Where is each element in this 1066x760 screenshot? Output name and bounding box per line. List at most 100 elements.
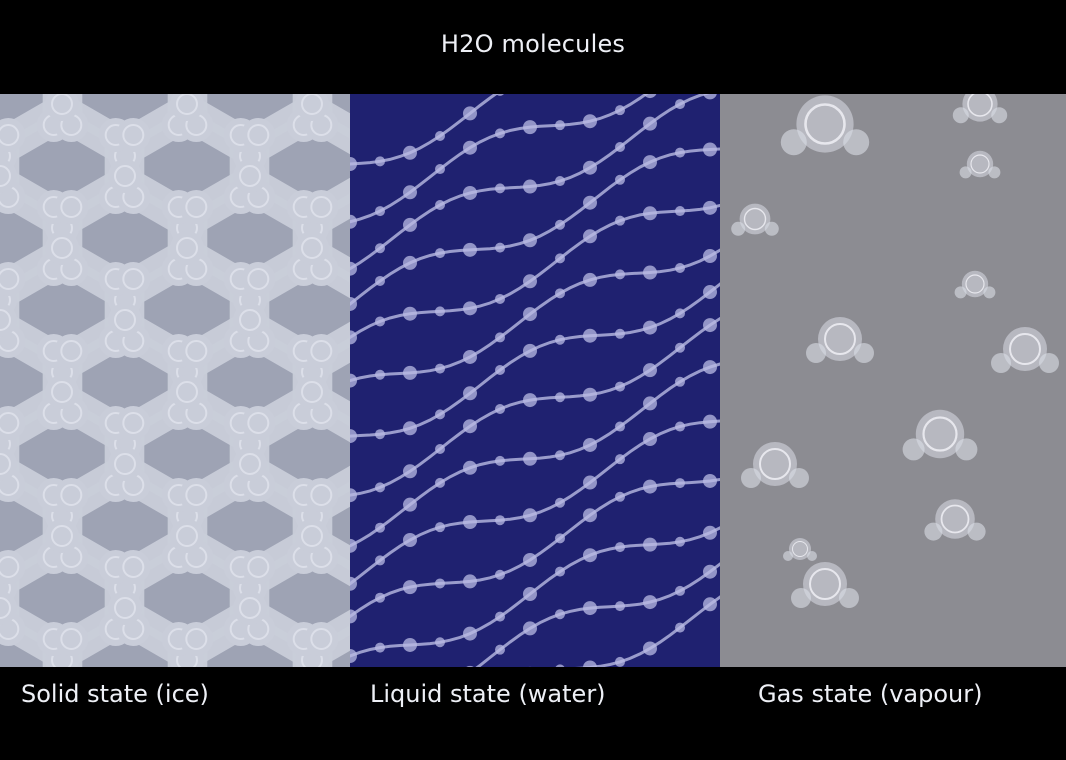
water-molecule xyxy=(615,215,625,226)
water-molecule xyxy=(435,248,445,259)
ice-atom-highlight xyxy=(0,289,11,311)
ice-lattice-illustration xyxy=(0,94,350,667)
water-molecule xyxy=(350,330,357,345)
ice-oxygen-atom xyxy=(304,622,339,656)
water-molecule xyxy=(675,308,685,319)
water-molecule xyxy=(703,564,717,579)
water-molecule xyxy=(643,155,657,170)
hydrogen-atom xyxy=(791,588,811,608)
water-molecule xyxy=(495,183,505,194)
water-molecule xyxy=(675,536,685,547)
water-molecule xyxy=(615,454,625,465)
water-molecule xyxy=(583,387,597,402)
water-molecule xyxy=(403,580,417,595)
oxygen-atom xyxy=(962,94,998,122)
water-molecule xyxy=(643,537,657,552)
water-molecule xyxy=(555,497,565,508)
ice-atom-highlight xyxy=(51,237,73,259)
ice-atom-highlight xyxy=(185,340,208,362)
water-molecule xyxy=(555,120,565,131)
water-molecule xyxy=(403,532,417,547)
water-molecule xyxy=(463,419,477,434)
water-molecule xyxy=(583,272,597,287)
ice-oxygen-atom xyxy=(108,591,142,625)
water-molecule xyxy=(435,522,445,533)
water-molecule xyxy=(615,105,625,116)
ice-oxygen-atom xyxy=(348,560,350,574)
water-molecule xyxy=(583,475,597,490)
ice-atom-highlight xyxy=(114,597,136,619)
oxygen-highlight xyxy=(824,323,856,355)
hydrogen-atom xyxy=(783,551,793,561)
ice-oxygen-atom xyxy=(179,478,214,512)
water-molecule xyxy=(583,229,597,244)
water-molecule xyxy=(675,342,685,353)
ice-atom-highlight xyxy=(301,381,323,403)
water-molecule xyxy=(583,508,597,523)
water-molecule xyxy=(555,253,565,264)
water-molecule xyxy=(675,622,685,633)
vapour-molecule xyxy=(991,327,1059,373)
ice-atom-highlight xyxy=(310,484,333,506)
ice-atom-highlight xyxy=(51,381,73,403)
ice-atom-highlight xyxy=(239,165,261,187)
water-molecule xyxy=(523,586,537,601)
water-molecule xyxy=(403,365,417,380)
oxygen-highlight xyxy=(743,207,767,231)
water-molecule xyxy=(375,243,385,254)
water-molecule xyxy=(675,478,685,489)
water-chain xyxy=(574,595,720,667)
ice-atom-highlight xyxy=(239,309,261,331)
water-molecule xyxy=(350,373,357,388)
ice-oxygen-atom xyxy=(108,159,142,193)
oxygen-highlight xyxy=(965,274,985,294)
vapour-molecule xyxy=(731,203,779,236)
water-molecule xyxy=(675,376,685,387)
ice-oxygen-atom xyxy=(348,622,350,636)
ice-atom-highlight xyxy=(0,577,11,599)
vapour-molecule xyxy=(952,94,1008,124)
vapour-molecule xyxy=(959,150,1001,179)
water-molecule xyxy=(463,349,477,364)
ice-oxygen-atom xyxy=(170,231,204,265)
water-molecule xyxy=(523,393,537,408)
water-molecule xyxy=(615,656,625,667)
water-molecule xyxy=(435,443,445,454)
water-molecule xyxy=(523,552,537,567)
vapour-molecule xyxy=(791,562,859,608)
hydrogen-atom xyxy=(789,468,809,488)
vapour-molecules-illustration xyxy=(720,94,1066,667)
water-molecule xyxy=(703,597,717,612)
ice-oxygen-atom xyxy=(45,375,79,409)
ice-oxygen-atom xyxy=(179,622,214,656)
water-molecule xyxy=(375,482,385,493)
water-molecule xyxy=(583,114,597,129)
water-molecule xyxy=(375,156,385,167)
ice-oxygen-atom xyxy=(241,406,276,440)
ice-oxygen-atom xyxy=(0,118,26,152)
vapour-molecule xyxy=(806,317,874,363)
hydrogen-atom xyxy=(780,129,807,156)
oxygen-highlight xyxy=(804,103,846,145)
water-molecule xyxy=(643,363,657,378)
water-molecule xyxy=(375,206,385,217)
ice-atom-highlight xyxy=(0,124,20,146)
water-molecule xyxy=(703,285,717,300)
water-molecule xyxy=(495,569,505,580)
water-molecule xyxy=(555,219,565,230)
ice-atom-highlight xyxy=(60,340,83,362)
water-molecule xyxy=(403,145,417,160)
water-molecule xyxy=(523,274,537,289)
ice-atom-highlight xyxy=(301,237,323,259)
water-molecule xyxy=(703,473,717,488)
hydrogen-atom xyxy=(843,129,870,156)
water-molecule xyxy=(495,332,505,343)
water-molecule xyxy=(615,601,625,612)
water-molecule xyxy=(435,164,445,175)
water-molecule xyxy=(375,555,385,566)
water-molecule xyxy=(643,641,657,656)
vapour-molecules xyxy=(731,94,1059,608)
ice-oxygen-atom xyxy=(241,262,276,296)
water-molecule xyxy=(555,450,565,461)
water-molecule xyxy=(463,140,477,155)
